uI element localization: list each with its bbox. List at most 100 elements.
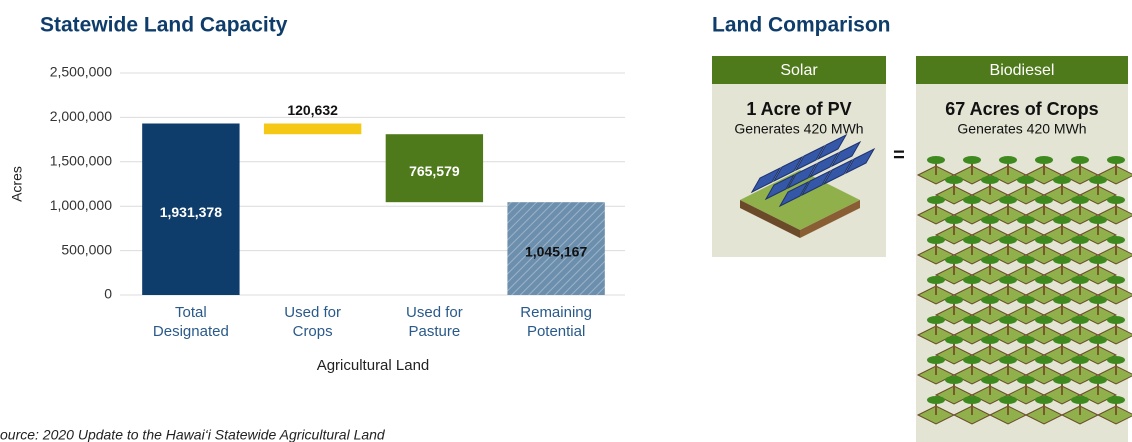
palm-leaves bbox=[1017, 336, 1035, 344]
palm-leaves bbox=[963, 396, 981, 404]
solar-panel bbox=[822, 158, 854, 186]
palm-leaves bbox=[1017, 376, 1035, 384]
palm-leaves bbox=[963, 356, 981, 364]
palm-leaves bbox=[1071, 156, 1089, 164]
comparison-title: Land Comparison bbox=[712, 14, 891, 37]
y-tick-label: 500,000 bbox=[61, 241, 112, 257]
palm-leaves bbox=[945, 296, 963, 304]
x-tick-label: Total Designated bbox=[152, 304, 229, 340]
y-tick-label: 0 bbox=[104, 286, 112, 302]
y-tick-label: 2,000,000 bbox=[50, 108, 112, 124]
palm-leaves bbox=[1089, 176, 1107, 184]
palm-leaves bbox=[927, 396, 945, 404]
palm-leaves bbox=[945, 216, 963, 224]
panel-subtext: Generates 420 MWh bbox=[957, 121, 1086, 137]
solar-panel bbox=[750, 166, 782, 194]
palm-leaves bbox=[1071, 356, 1089, 364]
palm-leaves bbox=[981, 216, 999, 224]
palm-leaves bbox=[1089, 376, 1107, 384]
panel-subtext: Generates 420 MWh bbox=[734, 121, 863, 137]
palm-leaves bbox=[1035, 236, 1053, 244]
panel-header-bg bbox=[916, 56, 1128, 84]
palm-leaves bbox=[1035, 356, 1053, 364]
palm-leaves bbox=[999, 276, 1017, 284]
palm-leaves bbox=[981, 376, 999, 384]
solar-panel bbox=[778, 180, 810, 208]
palm-leaves bbox=[1107, 316, 1125, 324]
palm-leaves bbox=[945, 176, 963, 184]
palm-leaves bbox=[981, 296, 999, 304]
source-note: ource: 2020 Update to the Hawai‘i Statew… bbox=[0, 427, 386, 442]
solar-panel bbox=[816, 133, 848, 161]
palm-leaves bbox=[999, 356, 1017, 364]
palm-leaves bbox=[945, 336, 963, 344]
x-tick-label: Used for Crops bbox=[284, 304, 341, 340]
panel-header-bg bbox=[712, 56, 886, 84]
bar bbox=[263, 123, 362, 135]
y-tick-label: 1,000,000 bbox=[50, 197, 112, 213]
data-label: 1,045,167 bbox=[525, 243, 587, 259]
palm-leaves bbox=[1071, 236, 1089, 244]
palm-leaves bbox=[927, 356, 945, 364]
palm-leaves bbox=[1053, 296, 1071, 304]
data-label: 765,579 bbox=[409, 163, 460, 179]
solar-panel bbox=[764, 173, 796, 201]
palm-leaves bbox=[927, 156, 945, 164]
palm-leaves bbox=[1035, 156, 1053, 164]
palm-leaves bbox=[1071, 316, 1089, 324]
equals-sign: = bbox=[893, 144, 905, 166]
palm-leaves bbox=[981, 176, 999, 184]
panel-headline: 67 Acres of Crops bbox=[945, 99, 1098, 119]
solar-illustration bbox=[740, 133, 876, 238]
palm-leaves bbox=[927, 236, 945, 244]
palm-leaves bbox=[1017, 216, 1035, 224]
palm-leaves bbox=[999, 156, 1017, 164]
palm-leaves bbox=[1035, 276, 1053, 284]
palm-leaves bbox=[1071, 276, 1089, 284]
crops-illustration bbox=[916, 156, 1132, 425]
palm-leaves bbox=[1071, 396, 1089, 404]
solar-panel bbox=[800, 169, 832, 197]
palm-leaves bbox=[963, 276, 981, 284]
solar-panel bbox=[844, 147, 876, 175]
x-tick-label: Remaining Potential bbox=[520, 304, 592, 340]
palm-leaves bbox=[1035, 316, 1053, 324]
palm-leaves bbox=[1017, 296, 1035, 304]
palm-leaves bbox=[1071, 196, 1089, 204]
solar-panel bbox=[786, 162, 818, 190]
solar-panel bbox=[794, 144, 826, 172]
palm-leaves bbox=[1089, 296, 1107, 304]
palm-leaves bbox=[1107, 276, 1125, 284]
chart-title: Statewide Land Capacity bbox=[40, 14, 288, 37]
palm-leaves bbox=[963, 236, 981, 244]
panel-headline: 1 Acre of PV bbox=[746, 99, 851, 119]
palm-leaves bbox=[1035, 396, 1053, 404]
data-label: 1,931,378 bbox=[160, 204, 222, 220]
palm-leaves bbox=[1053, 176, 1071, 184]
palm-leaves bbox=[999, 196, 1017, 204]
palm-leaves bbox=[1089, 216, 1107, 224]
x-tick-label: Used for Pasture bbox=[406, 304, 463, 340]
palm-leaves bbox=[1089, 256, 1107, 264]
palm-leaves bbox=[999, 316, 1017, 324]
palm-leaves bbox=[1017, 256, 1035, 264]
y-tick-label: 1,500,000 bbox=[50, 153, 112, 169]
palm-leaves bbox=[1035, 196, 1053, 204]
palm-leaves bbox=[1107, 196, 1125, 204]
palm-leaves bbox=[945, 256, 963, 264]
solar-panel bbox=[830, 140, 862, 168]
palm-leaves bbox=[927, 316, 945, 324]
x-axis-label: Agricultural Land bbox=[317, 357, 430, 374]
panel-header: Solar bbox=[780, 62, 818, 79]
palm-leaves bbox=[1089, 336, 1107, 344]
palm-leaves bbox=[963, 156, 981, 164]
palm-leaves bbox=[963, 196, 981, 204]
palm-leaves bbox=[1017, 176, 1035, 184]
bar bbox=[507, 202, 605, 295]
palm-leaves bbox=[1053, 256, 1071, 264]
palm-leaves bbox=[1053, 376, 1071, 384]
bar bbox=[142, 123, 240, 295]
palm-leaves bbox=[1107, 236, 1125, 244]
